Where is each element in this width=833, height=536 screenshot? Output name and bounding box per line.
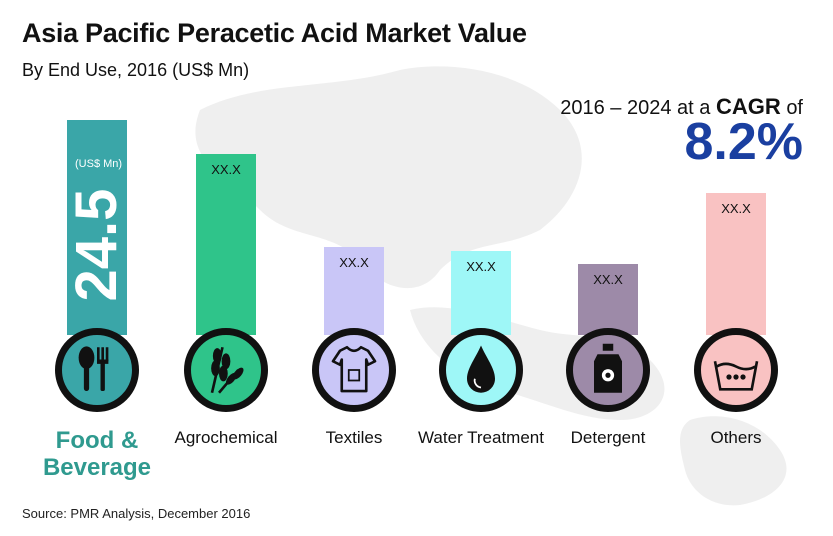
cagr-word: CAGR [715, 94, 781, 119]
wheat-icon [210, 346, 244, 394]
bar-value-label: XX.X [211, 162, 241, 177]
bar-textiles [324, 247, 384, 335]
chart-title: Asia Pacific Peracetic Acid Market Value [22, 18, 527, 48]
detergent-bottle-icon [594, 343, 622, 393]
bar-value-label: XX.X [339, 255, 369, 270]
fork-spoon-icon [78, 346, 109, 391]
icon-circle-detergent [566, 328, 650, 412]
tshirt-icon [331, 345, 377, 393]
chart-subtitle: By End Use, 2016 (US$ Mn) [22, 60, 250, 80]
category-label: Agrochemical [174, 428, 278, 447]
category-label: Textiles [325, 428, 383, 447]
source-note: Source: PMR Analysis, December 2016 [22, 506, 251, 521]
icon-circle-food [55, 328, 139, 412]
cagr-at-a: at a [677, 97, 711, 119]
bar-agro [196, 154, 256, 335]
category-label: Water Treatment [418, 428, 544, 447]
bar-water [451, 251, 511, 335]
icon-circle-agro [184, 328, 268, 412]
bar-detergent [578, 264, 638, 335]
cagr-period: 2016 – 2024 [560, 97, 672, 119]
cagr-period-line: 2016 – 2024 at a CAGR of [560, 94, 803, 120]
icon-circle-textiles [312, 328, 396, 412]
bar-food [67, 120, 127, 335]
bar-others [706, 193, 766, 335]
bar-value-label: XX.X [593, 272, 623, 287]
water-drop-icon [467, 345, 495, 393]
value-unit-label: (US$ Mn) [75, 158, 123, 170]
cagr-of: of [786, 97, 803, 119]
icon-circle-water [439, 328, 523, 412]
icon-circle-others [694, 328, 778, 412]
category-label: Food & Beverage [42, 427, 152, 481]
cagr-value: 8.2% [684, 113, 803, 171]
wash-tub-icon [713, 361, 759, 391]
category-label: Others [710, 428, 762, 447]
category-label: Detergent [570, 428, 646, 447]
bar-value-label: XX.X [466, 259, 496, 274]
bar-value-label: XX.X [721, 201, 751, 216]
bar-value-label: 24.5 [64, 188, 129, 302]
